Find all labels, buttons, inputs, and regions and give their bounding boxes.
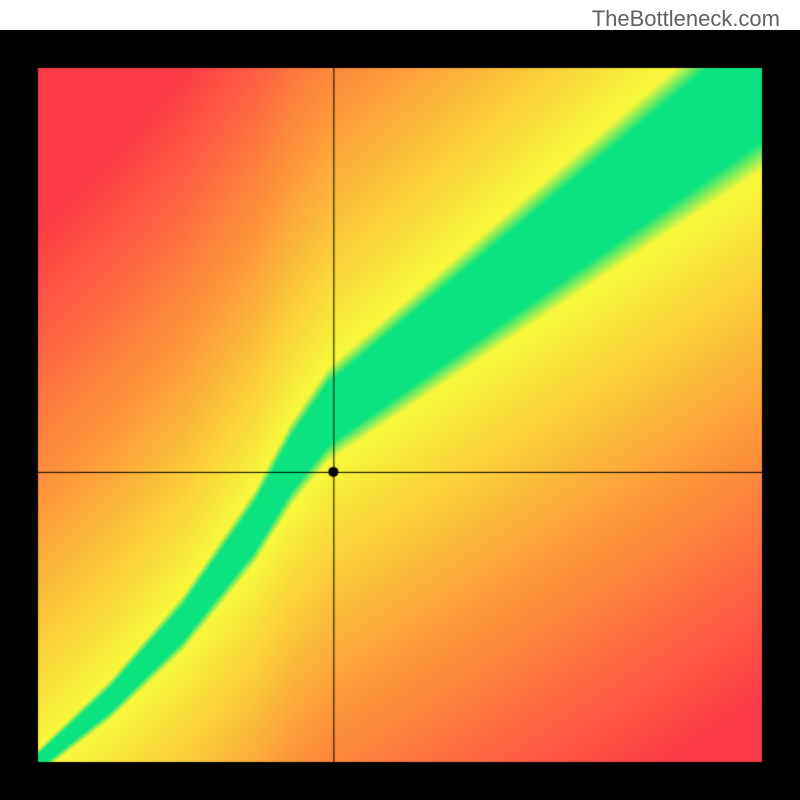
chart-outer bbox=[0, 30, 800, 800]
watermark-text: TheBottleneck.com bbox=[592, 6, 780, 32]
bottleneck-heatmap bbox=[0, 30, 800, 800]
chart-container: TheBottleneck.com bbox=[0, 0, 800, 800]
